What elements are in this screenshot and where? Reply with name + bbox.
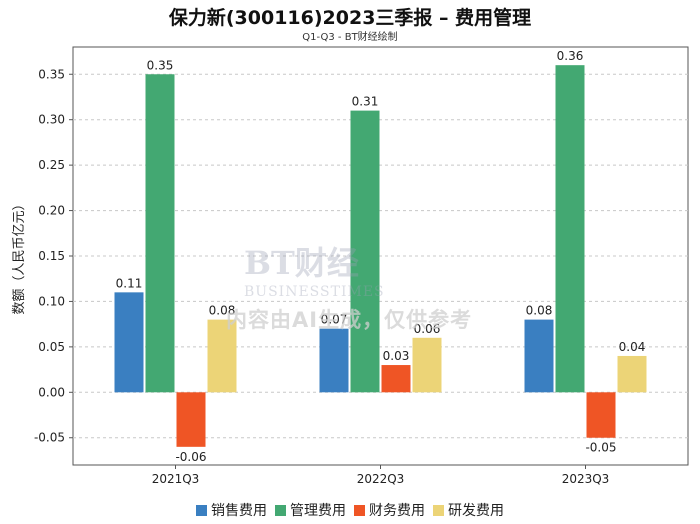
bar: [617, 355, 647, 393]
data-label: -0.05: [585, 441, 616, 455]
y-tick-label: 0.35: [38, 67, 65, 81]
x-tick-label: 2022Q3: [357, 472, 405, 486]
legend-item: 管理费用: [275, 500, 346, 520]
data-label: 0.06: [414, 322, 441, 336]
y-tick-label: 0.25: [38, 158, 65, 172]
legend-item: 财务费用: [354, 500, 425, 520]
bar: [412, 337, 442, 393]
legend-label: 研发费用: [448, 503, 504, 519]
legend-item: 销售费用: [196, 500, 267, 520]
y-tick-label: -0.05: [34, 431, 65, 445]
legend-label: 财务费用: [369, 503, 425, 519]
bar: [145, 74, 175, 393]
watermark-text: 内容由AI生成，仅供参考: [226, 308, 473, 332]
bar: [114, 292, 144, 393]
y-tick-label: 0.30: [38, 113, 65, 127]
legend-label: 销售费用: [211, 503, 267, 519]
legend-label: 管理费用: [290, 503, 346, 519]
bar: [555, 65, 585, 393]
data-label: 0.08: [209, 304, 236, 318]
x-tick-label: 2021Q3: [152, 472, 200, 486]
legend-swatch: [433, 505, 444, 516]
bar: [350, 110, 380, 393]
watermark-logo-main: BT财经: [244, 244, 359, 282]
watermark-logo-sub: BUSINESSTIMES: [244, 284, 385, 300]
chart-subtitle: Q1-Q3 - BT财经绘制: [302, 32, 398, 43]
chart-title: 保力新(300116)2023三季报 – 费用管理: [168, 7, 532, 29]
y-tick-label: 0.05: [38, 340, 65, 354]
data-label: 0.35: [147, 58, 174, 72]
legend-swatch: [354, 505, 365, 516]
data-label: 0.31: [352, 95, 379, 109]
y-tick-label: 0.10: [38, 294, 65, 308]
watermark-logo: BT财经 BUSINESSTIMES: [244, 238, 385, 300]
y-tick-label: 0.20: [38, 204, 65, 218]
bar: [524, 319, 554, 393]
bar: [319, 328, 349, 393]
data-label: 0.11: [116, 276, 143, 290]
bar: [586, 392, 616, 438]
legend-swatch: [196, 505, 207, 516]
y-axis-label: 数额（人民币亿元）: [12, 197, 27, 314]
bar: [176, 392, 206, 447]
x-tick-label: 2023Q3: [562, 472, 610, 486]
bar: [207, 319, 237, 393]
data-label: -0.06: [175, 450, 206, 464]
legend-item: 研发费用: [433, 500, 504, 520]
data-label: 0.08: [526, 304, 553, 318]
data-label: 0.36: [557, 49, 584, 63]
chart-legend: 销售费用 管理费用 财务费用 研发费用: [0, 500, 700, 520]
y-tick-label: 0.00: [38, 385, 65, 399]
data-label: 0.07: [321, 313, 348, 327]
bar: [381, 365, 411, 393]
y-tick-label: 0.15: [38, 249, 65, 263]
data-label: 0.03: [383, 349, 410, 363]
data-label: 0.04: [619, 340, 646, 354]
legend-swatch: [275, 505, 286, 516]
